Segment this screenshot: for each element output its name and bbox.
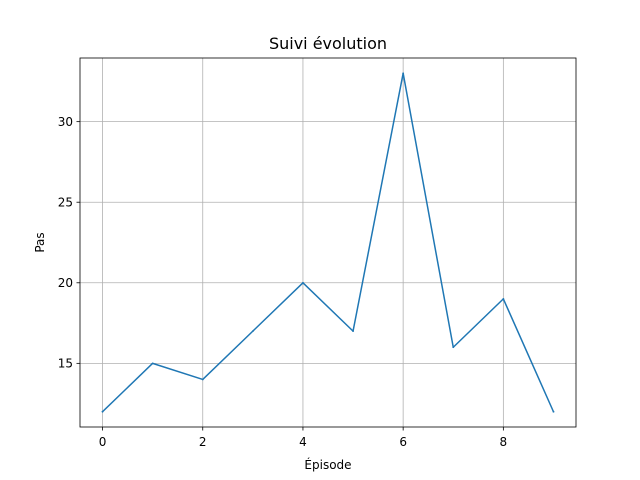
y-tick-label: 30	[58, 115, 73, 129]
x-tick-label: 4	[299, 435, 307, 449]
data-point	[552, 410, 555, 413]
data-point	[151, 362, 154, 365]
data-point	[201, 378, 204, 381]
chart-title: Suivi évolution	[269, 34, 387, 53]
y-axis-label: Pas	[33, 232, 47, 252]
data-point	[101, 410, 104, 413]
ticks: 0 2 4 6 8 15 20 25 30	[58, 115, 507, 449]
x-tick-label: 6	[399, 435, 407, 449]
x-tick-label: 8	[500, 435, 508, 449]
grid	[80, 58, 576, 427]
plot-area	[80, 58, 576, 427]
data-point	[502, 297, 505, 300]
y-tick-label: 15	[58, 357, 73, 371]
series-layer	[101, 72, 555, 413]
series-line	[101, 72, 555, 413]
x-axis-label: Épisode	[304, 457, 351, 472]
data-point	[402, 72, 405, 75]
x-tick-label: 2	[199, 435, 207, 449]
plot-frame	[79, 57, 577, 428]
y-tick-label: 20	[58, 276, 73, 290]
data-point	[452, 346, 455, 349]
data-point	[251, 330, 254, 333]
x-tick-label: 0	[99, 435, 107, 449]
y-tick-label: 25	[58, 196, 73, 210]
data-point	[352, 330, 354, 333]
data-point	[302, 281, 304, 284]
